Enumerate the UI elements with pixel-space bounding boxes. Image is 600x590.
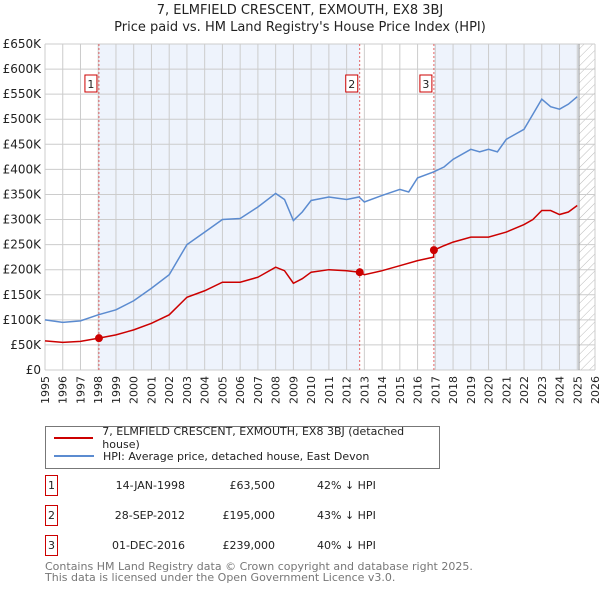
x-tick-label: 2009 [287,376,300,404]
x-tick-label: 2011 [323,376,336,404]
sale-point [94,334,103,343]
legend-swatch-hpi [54,455,94,457]
x-tick-label: 2024 [554,376,567,404]
x-tick-label: 2012 [341,376,354,404]
property-price-line [44,204,578,344]
x-tick-label: 2023 [536,376,549,404]
chart-subtitle: Price paid vs. HM Land Registry's House … [114,20,486,35]
x-tick-label: 2020 [483,376,496,404]
sale-date: 28-SEP-2012 [114,509,185,522]
sale-marker-box [345,74,359,93]
y-tick-label: £350K [3,187,43,201]
sale-price: £195,000 [222,509,276,522]
sale-marker-label: 2 [348,78,355,91]
y-tick-label: £500K [3,112,43,126]
forecast-hatch [579,44,595,370]
x-tick-label: 2018 [447,376,460,404]
sale-marker-label: 1 [87,78,94,91]
x-tick-label: 2002 [163,376,176,404]
sale-point [355,268,364,277]
sale-date: 01-DEC-2016 [111,539,185,552]
sale-marker-box [84,74,98,93]
x-tick-label: 2004 [199,376,212,404]
y-tick-label: £0 [26,363,41,377]
x-tick-label: 2000 [128,376,141,404]
sale-row: 2 28-SEP-2012 £195,000 43% ↓ HPI [45,505,445,527]
x-tick-label: 2010 [305,376,318,404]
sale-point [429,246,438,255]
sale-marker-label: 3 [422,78,429,91]
legend: 7, ELMFIELD CRESCENT, EXMOUTH, EX8 3BJ (… [45,425,440,469]
x-tick-label: 2019 [465,376,478,404]
x-tick-label: 1995 [39,376,52,404]
x-tick-label: 1996 [57,376,70,404]
footer-copyright: Contains HM Land Registry data © Crown c… [45,560,473,573]
sale-price: £63,500 [229,479,276,492]
y-tick-label: £400K [3,162,43,176]
x-tick-label: 2016 [412,376,425,404]
x-tick-label: 1997 [74,376,87,404]
sale-row: 1 14-JAN-1998 £63,500 42% ↓ HPI [45,475,445,497]
x-tick-label: 2005 [216,376,229,404]
sale-hpi-diff: 40% ↓ HPI [317,539,376,552]
sale-marker-label: 3 [45,535,58,556]
x-tick-label: 2015 [394,376,407,404]
x-tick-label: 2006 [234,376,247,404]
x-tick-label: 2008 [270,376,283,404]
sale-row: 3 01-DEC-2016 £239,000 40% ↓ HPI [45,535,445,557]
legend-label-hpi: HPI: Average price, detached house, East… [103,449,370,463]
sale-hpi-diff: 43% ↓ HPI [317,509,376,522]
shaded-ownership-period [98,44,360,370]
x-tick-label: 1999 [110,376,123,404]
x-tick-label: 2003 [181,376,194,404]
x-tick-label: 1998 [92,376,105,404]
legend-label-property: 7, ELMFIELD CRESCENT, EXMOUTH, EX8 3BJ (… [102,425,405,451]
y-tick-label: £250K [3,238,43,252]
x-tick-label: 2025 [571,376,584,404]
x-tick-label: 2014 [376,376,389,404]
x-tick-label: 2017 [429,376,442,404]
sale-marker-label: 1 [45,475,58,496]
x-tick-label: 2026 [589,376,600,404]
chart-title: 7, ELMFIELD CRESCENT, EXMOUTH, EX8 3BJ [156,3,444,18]
y-tick-label: £650K [3,37,43,51]
x-tick-label: 2001 [145,376,158,404]
y-tick-label: £600K [3,62,43,76]
legend-swatch-property [54,437,94,439]
sale-price: £239,000 [222,539,276,552]
y-tick-label: £300K [3,213,43,227]
x-tick-label: 2021 [500,376,513,404]
y-tick-label: £200K [3,263,43,277]
x-tick-label: 2007 [252,376,265,404]
hpi-line [44,96,578,324]
x-tick-label: 2013 [358,376,371,404]
sale-hpi-diff: 42% ↓ HPI [317,479,376,492]
y-tick-label: £150K [3,288,43,302]
y-tick-label: £450K [3,137,43,151]
sale-marker-box [419,74,433,93]
sale-date: 14-JAN-1998 [115,479,185,492]
y-tick-label: £100K [3,313,43,327]
footer-licence: This data is licensed under the Open Gov… [45,571,396,584]
price-chart: 1995 1996 1997 1998 1999 2000 2001 2002 2003 2004… [3,37,600,404]
x-tick-label: 2022 [518,376,531,404]
sale-marker-label: 2 [45,505,58,526]
y-tick-label: £50K [10,338,42,352]
y-tick-label: £550K [3,87,43,101]
